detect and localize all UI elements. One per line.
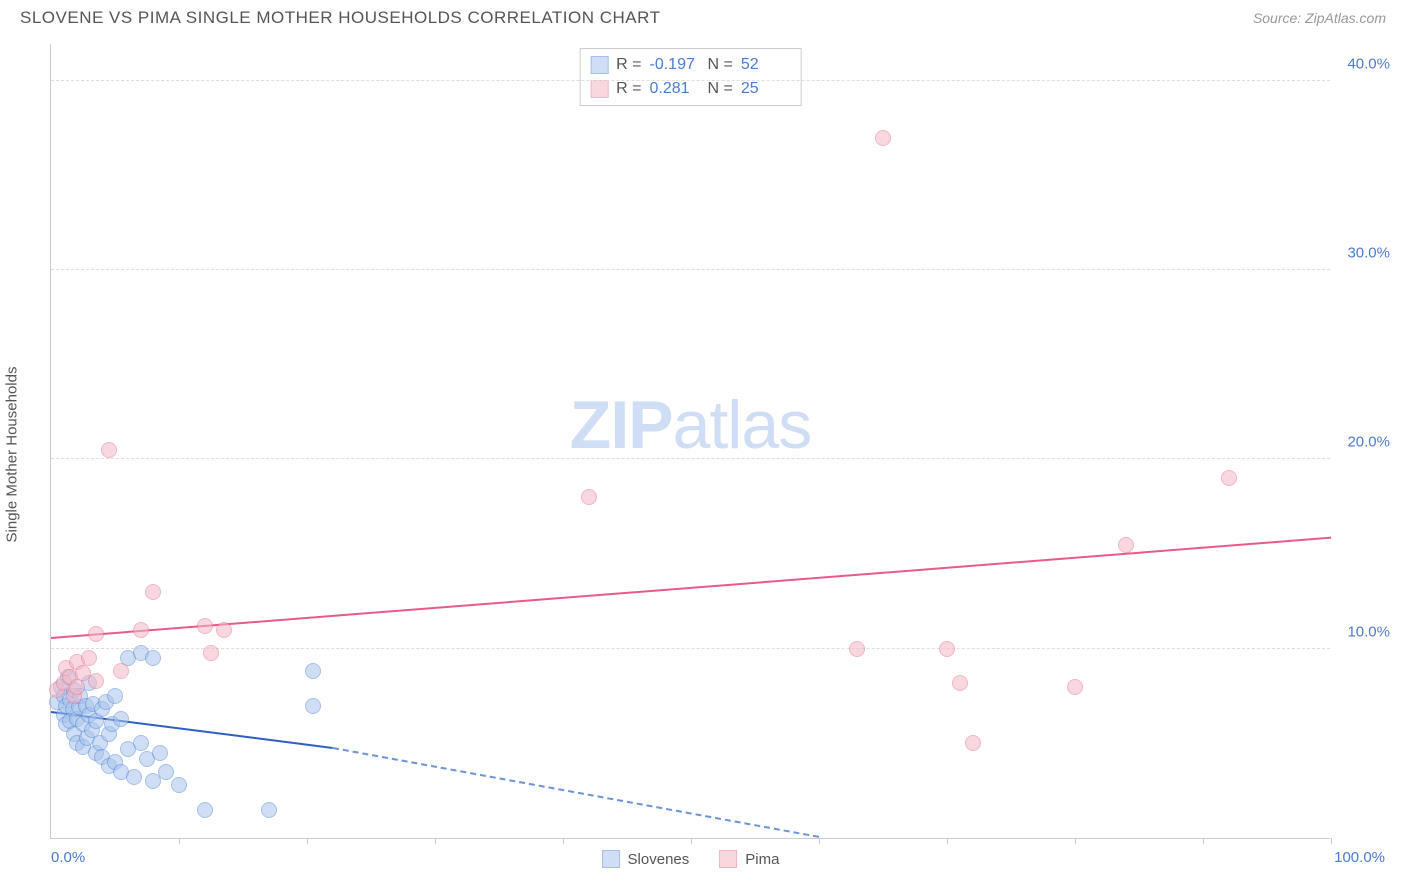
n-value: 52 bbox=[741, 53, 791, 77]
data-point-pima bbox=[939, 641, 955, 657]
x-tick-mark bbox=[435, 838, 436, 844]
n-label: N = bbox=[708, 53, 733, 77]
x-tick-mark bbox=[691, 838, 692, 844]
data-point-pima bbox=[952, 675, 968, 691]
data-point-pima bbox=[203, 645, 219, 661]
x-tick-mark bbox=[1331, 838, 1332, 844]
legend-swatch bbox=[719, 850, 737, 868]
x-tick-mark bbox=[819, 838, 820, 844]
y-tick-label: 30.0% bbox=[1335, 245, 1390, 262]
data-point-pima bbox=[1221, 470, 1237, 486]
x-tick-mark bbox=[1203, 838, 1204, 844]
stats-row: R = -0.197 N = 52 bbox=[590, 53, 791, 77]
trend-line-extrapolated bbox=[332, 747, 819, 838]
data-point-pima bbox=[216, 622, 232, 638]
legend-label: Slovenes bbox=[628, 851, 690, 868]
legend-item: Slovenes bbox=[602, 850, 690, 868]
data-point-slovenes bbox=[152, 745, 168, 761]
data-point-pima bbox=[101, 442, 117, 458]
watermark-bold: ZIP bbox=[570, 387, 673, 463]
series-swatch bbox=[590, 56, 608, 74]
data-point-slovenes bbox=[133, 735, 149, 751]
x-tick-mark bbox=[1075, 838, 1076, 844]
y-tick-label: 10.0% bbox=[1335, 623, 1390, 640]
source-attribution: Source: ZipAtlas.com bbox=[1253, 10, 1386, 26]
gridline bbox=[51, 648, 1330, 649]
r-label: R = bbox=[616, 53, 641, 77]
x-axis-min-label: 0.0% bbox=[51, 849, 85, 866]
data-point-pima bbox=[197, 618, 213, 634]
x-tick-mark bbox=[563, 838, 564, 844]
legend-item: Pima bbox=[719, 850, 779, 868]
y-tick-label: 20.0% bbox=[1335, 434, 1390, 451]
data-point-slovenes bbox=[261, 802, 277, 818]
gridline bbox=[51, 80, 1330, 81]
y-tick-label: 40.0% bbox=[1335, 55, 1390, 72]
trend-line bbox=[51, 537, 1331, 639]
watermark-rest: atlas bbox=[673, 387, 812, 463]
data-point-pima bbox=[88, 626, 104, 642]
data-point-slovenes bbox=[305, 698, 321, 714]
x-axis-max-label: 100.0% bbox=[1334, 849, 1385, 866]
gridline bbox=[51, 458, 1330, 459]
watermark: ZIPatlas bbox=[570, 386, 811, 464]
data-point-slovenes bbox=[107, 688, 123, 704]
data-point-slovenes bbox=[145, 650, 161, 666]
data-point-pima bbox=[133, 622, 149, 638]
data-point-pima bbox=[1118, 537, 1134, 553]
data-point-pima bbox=[875, 130, 891, 146]
chart-header: SLOVENE VS PIMA SINGLE MOTHER HOUSEHOLDS… bbox=[0, 0, 1406, 32]
data-point-slovenes bbox=[197, 802, 213, 818]
data-point-pima bbox=[581, 489, 597, 505]
data-point-pima bbox=[145, 584, 161, 600]
data-point-slovenes bbox=[305, 663, 321, 679]
x-tick-mark bbox=[179, 838, 180, 844]
source-name: ZipAtlas.com bbox=[1305, 10, 1386, 26]
data-point-slovenes bbox=[158, 764, 174, 780]
series-swatch bbox=[590, 80, 608, 98]
chart-legend: Slovenes Pima bbox=[602, 850, 780, 868]
x-tick-mark bbox=[307, 838, 308, 844]
data-point-slovenes bbox=[126, 769, 142, 785]
data-point-slovenes bbox=[113, 711, 129, 727]
data-point-pima bbox=[81, 650, 97, 666]
y-axis-label: Single Mother Households bbox=[4, 367, 21, 543]
legend-swatch bbox=[602, 850, 620, 868]
data-point-pima bbox=[849, 641, 865, 657]
data-point-pima bbox=[113, 663, 129, 679]
correlation-stats-box: R =-0.197N =52R =0.281N =25 bbox=[579, 48, 802, 106]
chart-title: SLOVENE VS PIMA SINGLE MOTHER HOUSEHOLDS… bbox=[20, 8, 661, 28]
data-point-pima bbox=[965, 735, 981, 751]
scatter-chart: ZIPatlas R =-0.197N =52R =0.281N =25 0.0… bbox=[50, 44, 1330, 839]
gridline bbox=[51, 269, 1330, 270]
data-point-pima bbox=[1067, 679, 1083, 695]
x-tick-mark bbox=[947, 838, 948, 844]
data-point-slovenes bbox=[171, 777, 187, 793]
legend-label: Pima bbox=[745, 851, 779, 868]
source-prefix: Source: bbox=[1253, 10, 1305, 26]
data-point-pima bbox=[88, 673, 104, 689]
r-value: -0.197 bbox=[650, 53, 700, 77]
